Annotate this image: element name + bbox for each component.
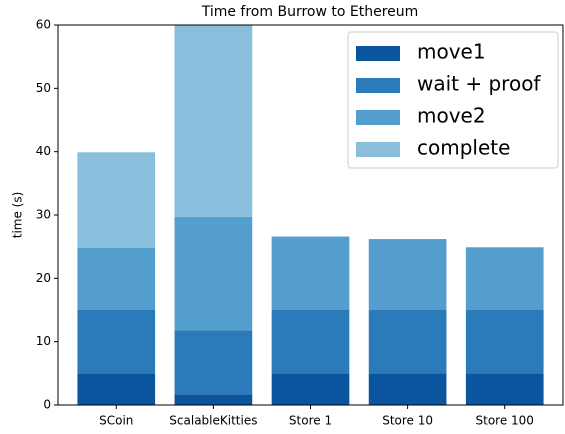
bar-segment xyxy=(465,310,544,374)
y-tick-label: 40 xyxy=(36,144,51,158)
legend-box xyxy=(347,31,559,169)
x-tick-label: ScalableKitties xyxy=(169,414,257,428)
bar-segment xyxy=(368,373,447,405)
chart-title: Time from Burrow to Ethereum xyxy=(201,4,419,20)
legend-swatch xyxy=(356,110,400,125)
legend-label: wait + proof xyxy=(417,72,541,96)
bar-segment xyxy=(77,152,156,248)
bar-segment xyxy=(77,373,156,405)
bar-segment xyxy=(465,373,544,405)
bar-segment xyxy=(271,236,350,310)
legend-label: complete xyxy=(417,136,510,160)
y-tick-label: 10 xyxy=(36,334,51,348)
bar-segment xyxy=(77,247,156,310)
bar-segment xyxy=(77,310,156,374)
x-tick-label: Store 1 xyxy=(289,414,332,428)
bar-segment xyxy=(174,216,253,331)
x-tick-label: Store 10 xyxy=(382,414,433,428)
legend-swatch xyxy=(356,142,400,157)
y-tick-label: 50 xyxy=(36,81,51,95)
bar-segment xyxy=(368,239,447,310)
legend-swatch xyxy=(356,78,400,93)
bar-segment xyxy=(465,247,544,310)
y-tick-label: 60 xyxy=(36,18,51,32)
plot-frame xyxy=(57,24,564,406)
legend-label: move1 xyxy=(417,40,486,64)
x-tick-label: SCoin xyxy=(99,414,133,428)
bar-segment xyxy=(271,310,350,374)
legend-label: move2 xyxy=(417,104,486,128)
y-tick-label: 0 xyxy=(43,398,51,412)
y-axis-label: time (s) xyxy=(11,192,25,239)
bar-segment xyxy=(368,310,447,374)
y-tick-label: 20 xyxy=(36,271,51,285)
legend-swatch xyxy=(356,46,400,61)
y-tick-label: 30 xyxy=(36,208,51,222)
bar-segment xyxy=(174,394,253,405)
bar-segment xyxy=(174,330,253,395)
bar-segment xyxy=(271,373,350,405)
x-tick-label: Store 100 xyxy=(476,414,534,428)
bar-segment xyxy=(174,25,253,217)
